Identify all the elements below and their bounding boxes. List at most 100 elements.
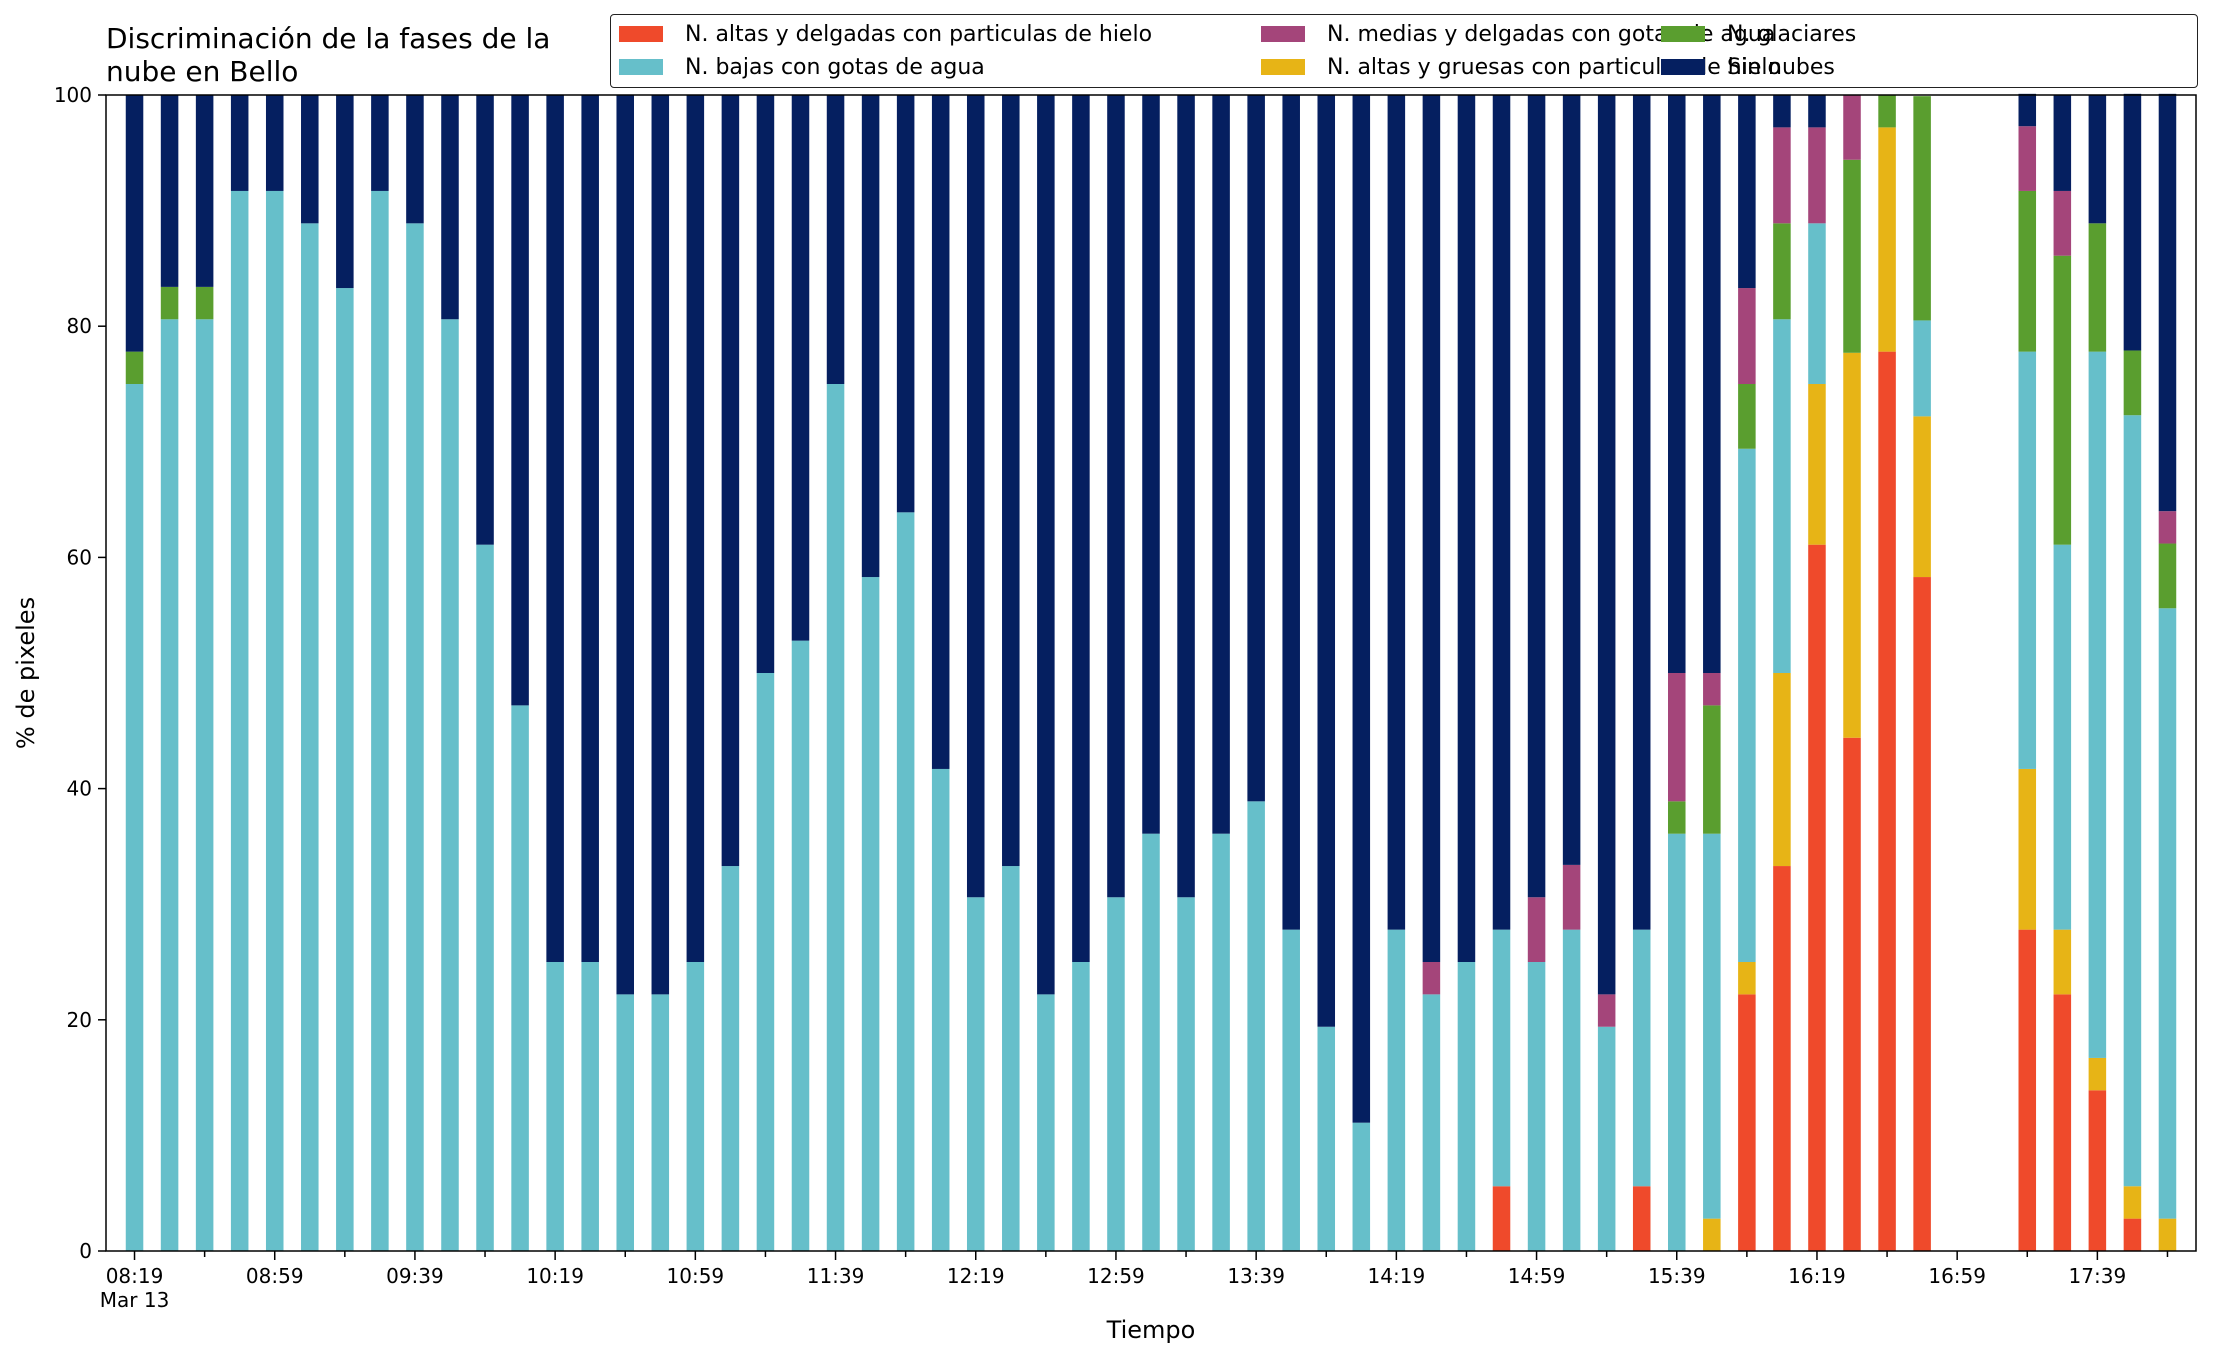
- bar-segment-5-28: [1107, 95, 1125, 898]
- bar-segment-0-39: [1492, 1186, 1511, 1251]
- x-tick-label: 11:39: [807, 1264, 865, 1288]
- y-tick-label: 100: [54, 83, 92, 107]
- bar-segment-4-54: [2018, 126, 2037, 191]
- bar-segment-3-47: [1773, 223, 1791, 320]
- bar-segment-2-27: [1072, 962, 1090, 1251]
- bar-segment-2-5: [301, 223, 319, 1251]
- chart-title: Discriminación de la fases de la nube en…: [106, 22, 551, 88]
- bar-segment-4-42: [1597, 994, 1616, 1027]
- bar-segment-5-0: [125, 95, 144, 352]
- bar-segment-5-55: [2053, 95, 2072, 191]
- bar-segment-5-32: [1247, 95, 1265, 802]
- legend-label: N. bajas con gotas de agua: [685, 54, 985, 80]
- bar-segment-2-44: [1668, 833, 1686, 1251]
- bar-segment-5-44: [1668, 95, 1686, 673]
- bar-segment-1-48: [1808, 384, 1826, 545]
- bar-segment-5-43: [1632, 95, 1651, 930]
- bar-segment-2-56: [2088, 351, 2107, 1058]
- x-tick-label: 09:39: [386, 1264, 444, 1288]
- bar-segment-3-58: [2158, 543, 2177, 609]
- x-tick-label: 13:39: [1227, 1264, 1285, 1288]
- bar-segment-2-0: [125, 384, 144, 1251]
- bar-segment-2-39: [1492, 929, 1511, 1187]
- bar-segment-5-35: [1352, 95, 1371, 1123]
- bar-segment-5-36: [1387, 95, 1406, 930]
- bar-segment-4-37: [1422, 962, 1441, 995]
- bar-segment-0-54: [2018, 929, 2037, 1251]
- bar-segment-2-1: [160, 319, 179, 1251]
- bar-segment-2-8: [406, 223, 424, 1251]
- bar-segment-5-40: [1527, 95, 1546, 898]
- bar-segment-5-38: [1457, 95, 1476, 962]
- bar-segment-5-10: [476, 95, 494, 545]
- bar-segment-2-45: [1703, 833, 1721, 1219]
- y-axis: 0 20 40 60 80 100: [54, 83, 106, 1263]
- x-tick-label: 14:59: [1508, 1264, 1566, 1288]
- bar-segment-5-15: [651, 95, 670, 995]
- bar-segment-5-19: [791, 95, 810, 641]
- bar-segment-5-47: [1773, 95, 1791, 128]
- bar-segment-5-4: [265, 95, 284, 191]
- bar-segment-5-54: [2018, 93, 2037, 127]
- bar-segment-4-45: [1703, 673, 1721, 706]
- bar-segment-1-56: [2088, 1057, 2107, 1091]
- bar-segment-0-49: [1843, 737, 1861, 1251]
- x-tick-label: 14:19: [1368, 1264, 1426, 1288]
- bar-segment-1-57: [2123, 1186, 2142, 1219]
- y-tick-label: 80: [67, 314, 92, 338]
- bar-segment-2-37: [1422, 994, 1441, 1251]
- legend-item: N. bajas con gotas de agua: [619, 52, 985, 82]
- bar-segment-0-57: [2123, 1218, 2142, 1251]
- bar-segment-2-30: [1177, 897, 1195, 1251]
- legend-item: N. altas y delgadas con particulas de hi…: [619, 19, 1152, 49]
- bar-segment-5-13: [581, 95, 599, 962]
- bar-segment-5-3: [230, 95, 249, 191]
- bar-segment-2-11: [511, 705, 529, 1251]
- legend-item: N. medias y delgadas con gotas de agua: [1261, 19, 1775, 49]
- legend-item: N. altas y gruesas con particulas de hie…: [1261, 52, 1781, 82]
- bar-segment-2-28: [1107, 897, 1125, 1251]
- bar-segment-1-49: [1843, 352, 1861, 738]
- bar-segment-5-20: [826, 95, 845, 384]
- bar-segment-5-25: [1002, 95, 1020, 867]
- x-tick-label: 10:59: [667, 1264, 725, 1288]
- x-tick-label: 08:19: [106, 1264, 164, 1288]
- legend-item: N. glaciares: [1661, 19, 1856, 49]
- bar-segment-5-21: [861, 95, 880, 578]
- legend-swatch: [1261, 26, 1305, 42]
- bar-segment-2-35: [1352, 1122, 1371, 1251]
- bar-segment-5-2: [195, 95, 214, 287]
- bar-segment-5-6: [336, 95, 354, 289]
- bar-segment-4-41: [1562, 864, 1581, 930]
- bar-segment-2-10: [476, 544, 494, 1251]
- bar-segment-2-51: [1913, 320, 1931, 417]
- x-tick-label: 10:19: [526, 1264, 584, 1288]
- y-tick-label: 40: [67, 777, 92, 801]
- bar-segment-2-4: [265, 190, 284, 1252]
- bar-segment-2-47: [1773, 319, 1791, 673]
- bar-segment-5-30: [1177, 95, 1195, 898]
- bar-segment-2-12: [546, 962, 564, 1251]
- legend-label: N. altas y gruesas con particulas de hie…: [1327, 54, 1781, 80]
- y-tick-label: 0: [79, 1239, 92, 1263]
- bar-segment-5-45: [1703, 95, 1721, 673]
- legend-label: N. altas y delgadas con particulas de hi…: [685, 21, 1153, 47]
- bar-segment-3-50: [1878, 95, 1896, 128]
- x-tick-label: 15:39: [1648, 1264, 1706, 1288]
- bar-segment-2-48: [1808, 223, 1826, 384]
- bar-segment-2-58: [2158, 608, 2177, 1219]
- bar-segment-2-24: [966, 897, 985, 1251]
- plot-frame: [105, 94, 2197, 1252]
- bar-segment-3-45: [1703, 705, 1721, 834]
- bar-segment-2-43: [1632, 929, 1651, 1187]
- bar-segment-2-6: [336, 288, 354, 1251]
- x-axis-title: Tiempo: [1106, 1316, 1196, 1344]
- bars-layer: [125, 93, 2177, 1252]
- bar-segment-2-22: [896, 512, 915, 1251]
- bar-segment-2-42: [1597, 1026, 1616, 1251]
- bar-segment-2-18: [756, 673, 775, 1251]
- bar-segment-1-55: [2053, 929, 2072, 995]
- bar-segment-1-54: [2018, 768, 2037, 930]
- bar-segment-2-55: [2053, 544, 2072, 930]
- bar-segment-3-0: [125, 351, 144, 384]
